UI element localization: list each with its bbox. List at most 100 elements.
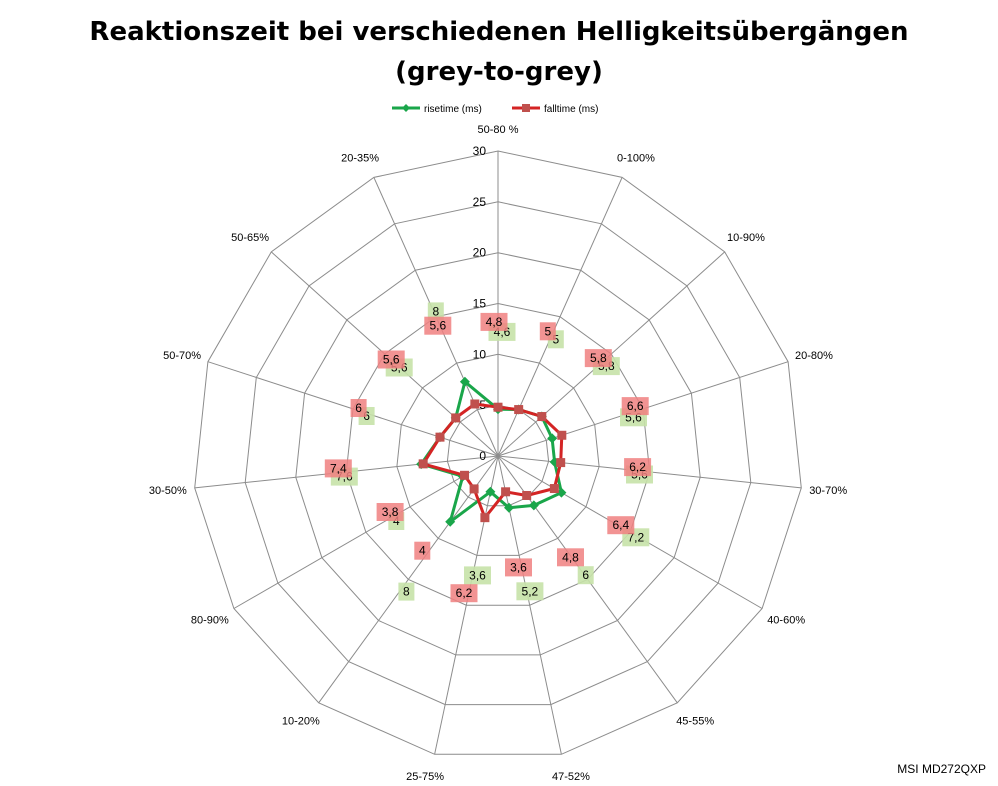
grid-spoke — [318, 455, 499, 704]
data-label: 6,2 — [456, 586, 473, 600]
data-label-box — [480, 312, 508, 331]
data-label-box — [324, 459, 352, 478]
data-label: 5,2 — [522, 584, 539, 598]
data-label: 6,2 — [629, 460, 646, 474]
series-lines — [416, 376, 567, 527]
radial-tick-label: 15 — [473, 297, 487, 311]
radial-tick-label: 0 — [479, 449, 486, 463]
falltime-marker — [469, 484, 479, 494]
risetime-marker — [556, 487, 567, 498]
falltime-marker — [522, 490, 532, 500]
falltime-marker — [418, 459, 428, 469]
series-line — [419, 380, 563, 524]
data-label: 5 — [544, 324, 551, 338]
category-label: 10-20% — [282, 716, 320, 728]
data-label: 6,4 — [612, 518, 629, 532]
data-label: 6 — [582, 568, 589, 582]
category-labels: 50-80 % 0-100% 10-90% 20-80% 30-70% 40-60% 45-… — [149, 124, 847, 783]
grid-ring — [244, 201, 752, 706]
falltime-marker — [493, 402, 503, 412]
legend-marker — [522, 104, 530, 112]
category-label: 80-90% — [191, 615, 229, 627]
data-label: 3,6 — [469, 568, 486, 582]
risetime-marker — [459, 376, 470, 387]
data-label-box — [398, 582, 415, 601]
data-label: 6 — [355, 401, 362, 415]
category-label: 20-35% — [341, 152, 379, 164]
category-label: 30-50% — [149, 485, 187, 497]
risetime-marker — [503, 502, 514, 513]
category-label: 30-70% — [809, 485, 847, 497]
data-label-box — [539, 322, 556, 341]
data-label: 5,6 — [429, 319, 446, 333]
category-label: 50-80 % — [478, 124, 519, 136]
data-label: 6,6 — [627, 399, 644, 413]
category-label: 10-90% — [727, 232, 765, 244]
data-label: 8 — [403, 585, 410, 599]
chart-title: Reaktionszeit bei verschiedenen Helligke… — [0, 12, 998, 92]
data-label-box — [584, 349, 612, 368]
data-label: 4,8 — [486, 315, 503, 329]
data-label: 5 — [552, 332, 559, 346]
chart-title-line-2: (grey-to-grey) — [395, 57, 603, 87]
category-label: 0-100% — [617, 152, 655, 164]
data-label-box — [557, 548, 584, 567]
category-label: 40-60% — [767, 615, 805, 627]
risetime-marker — [528, 500, 539, 511]
falltime-marker — [557, 430, 567, 440]
grid-spoke — [497, 177, 623, 457]
data-label: 4,8 — [562, 550, 579, 564]
risetime-marker — [547, 433, 558, 444]
falltime-marker — [451, 413, 461, 423]
series-line — [421, 402, 564, 520]
data-label: 3,8 — [382, 505, 399, 519]
data-label-box — [577, 566, 594, 585]
data-label: 3,6 — [510, 560, 527, 574]
data-label: 4 — [419, 544, 426, 558]
data-label-box — [427, 302, 444, 321]
data-label-box — [377, 350, 405, 369]
radial-tick-label: 20 — [473, 246, 487, 260]
radial-tick-label: 30 — [473, 144, 487, 158]
data-label-box — [624, 458, 652, 477]
data-label-box — [450, 584, 478, 603]
data-label-box — [516, 582, 544, 601]
grid-ring — [295, 252, 701, 656]
grid-ring — [446, 404, 550, 507]
category-label: 25-75% — [406, 771, 444, 783]
falltime-marker — [501, 487, 511, 497]
legend: risetime (ms) falltime (ms) — [392, 104, 598, 115]
risetime-marker — [485, 486, 496, 497]
falltime-marker — [470, 399, 480, 409]
falltime-marker — [480, 513, 490, 523]
data-label-box — [424, 316, 452, 335]
falltime-marker — [537, 412, 547, 422]
falltime-marker — [549, 484, 559, 494]
grid-spoke — [233, 455, 499, 609]
radar-grid — [194, 150, 802, 755]
falltime-marker — [556, 458, 566, 468]
legend-marker — [402, 104, 410, 112]
chart-title-line-1: Reaktionszeit bei verschiedenen Helligke… — [89, 17, 909, 47]
data-label-box — [376, 503, 404, 521]
data-label-box — [464, 566, 491, 585]
legend-label: falltime (ms) — [544, 104, 598, 115]
data-label: 8 — [432, 304, 439, 318]
data-label-box — [505, 558, 532, 577]
grid-ring — [396, 353, 600, 556]
radial-tick-label: 25 — [473, 195, 487, 209]
falltime-marker — [435, 432, 445, 442]
category-label: 47-52% — [552, 771, 590, 783]
grid-spoke — [434, 455, 499, 755]
data-label-box — [621, 397, 649, 416]
falltime-marker — [460, 470, 470, 480]
category-label: 20-80% — [795, 350, 833, 362]
category-label: 45-55% — [676, 716, 714, 728]
grid-ring — [345, 302, 651, 606]
data-label-box — [350, 399, 367, 417]
data-label-box — [414, 541, 431, 560]
category-label: 50-65% — [231, 232, 269, 244]
data-label: 5,8 — [590, 351, 607, 365]
legend-label: risetime (ms) — [424, 104, 482, 115]
